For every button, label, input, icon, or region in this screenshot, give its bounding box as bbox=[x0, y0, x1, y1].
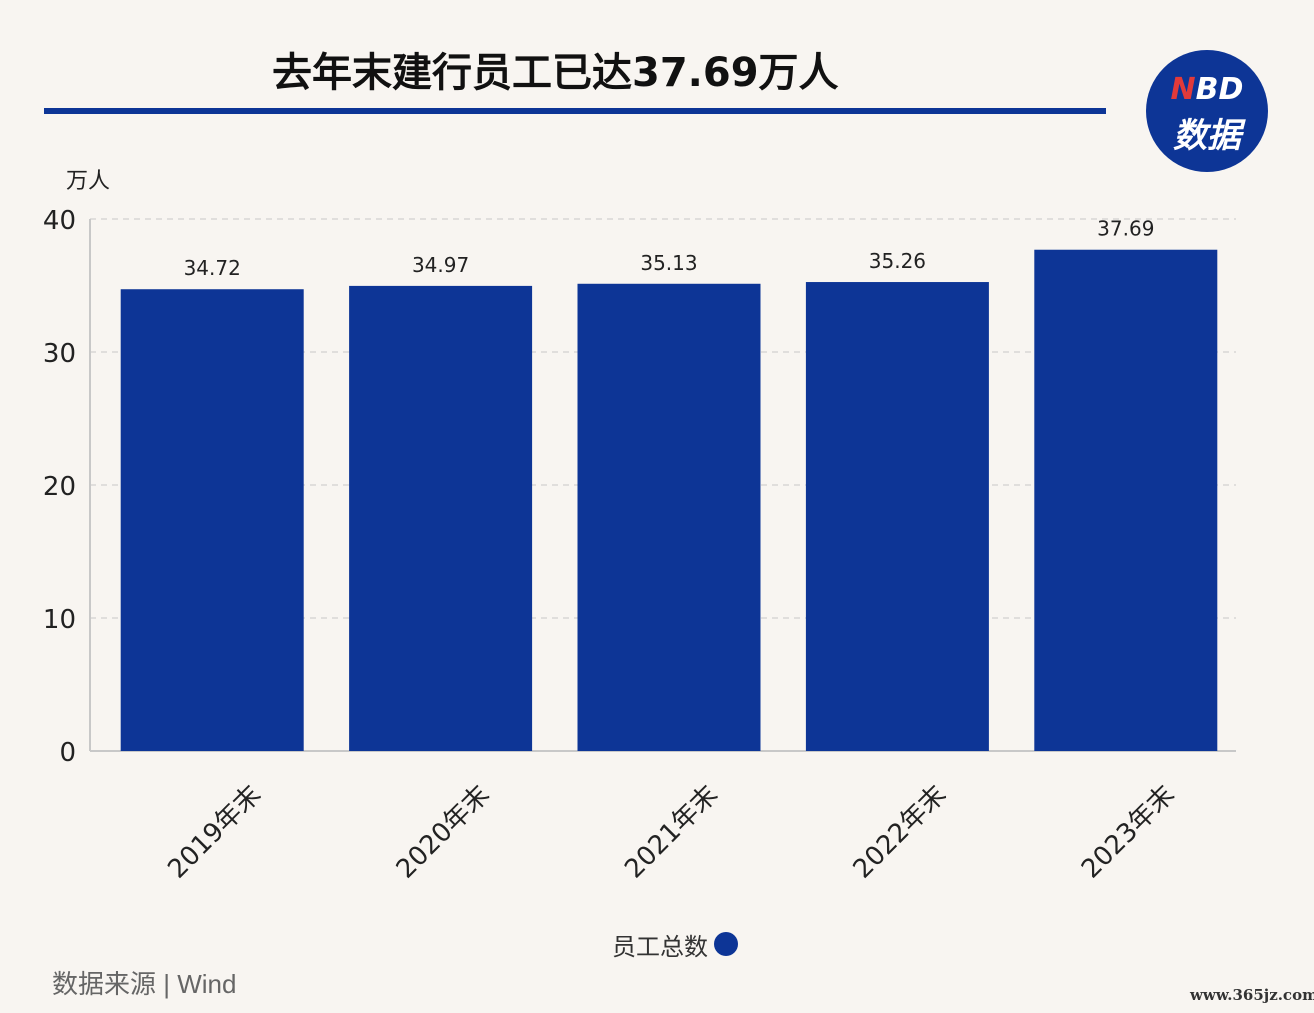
data-label: 34.97 bbox=[412, 253, 469, 277]
data-label: 35.26 bbox=[869, 249, 926, 273]
bar bbox=[577, 283, 761, 751]
bar bbox=[120, 289, 304, 751]
y-tick-label: 10 bbox=[43, 605, 76, 635]
x-tick-label: 2021年末 bbox=[619, 780, 724, 885]
title-divider bbox=[44, 108, 1106, 114]
y-tick-label: 40 bbox=[43, 206, 76, 236]
bar bbox=[1034, 249, 1218, 751]
y-axis-label: 万人 bbox=[66, 169, 110, 194]
legend-label: 员工总数 bbox=[612, 932, 708, 961]
legend-swatch bbox=[714, 932, 738, 956]
x-tick-label: 2019年末 bbox=[162, 780, 267, 885]
data-label: 35.13 bbox=[640, 251, 697, 275]
y-tick-label: 0 bbox=[59, 738, 76, 768]
bar bbox=[349, 285, 533, 751]
y-tick-label: 30 bbox=[43, 339, 76, 369]
x-tick-label: 2022年末 bbox=[848, 780, 953, 885]
logo-bd: BD bbox=[1195, 72, 1244, 107]
x-tick-label: 2020年末 bbox=[391, 780, 496, 885]
chart-title: 去年末建行员工已达37.69万人 bbox=[272, 50, 839, 96]
x-tick-label: 2023年末 bbox=[1076, 780, 1181, 885]
logo-n: N bbox=[1170, 72, 1196, 107]
nbd-logo: NBD 数据 bbox=[1146, 50, 1268, 172]
site-watermark: www.365jz.com bbox=[1190, 986, 1314, 1004]
data-label: 34.72 bbox=[184, 256, 241, 280]
data-source: 数据来源 | Wind bbox=[52, 969, 237, 999]
legend: 员工总数 bbox=[612, 928, 738, 961]
bar bbox=[805, 282, 989, 751]
y-tick-label: 20 bbox=[43, 472, 76, 502]
logo-data-text: 数据 bbox=[1173, 116, 1241, 156]
data-label: 37.69 bbox=[1097, 217, 1154, 241]
